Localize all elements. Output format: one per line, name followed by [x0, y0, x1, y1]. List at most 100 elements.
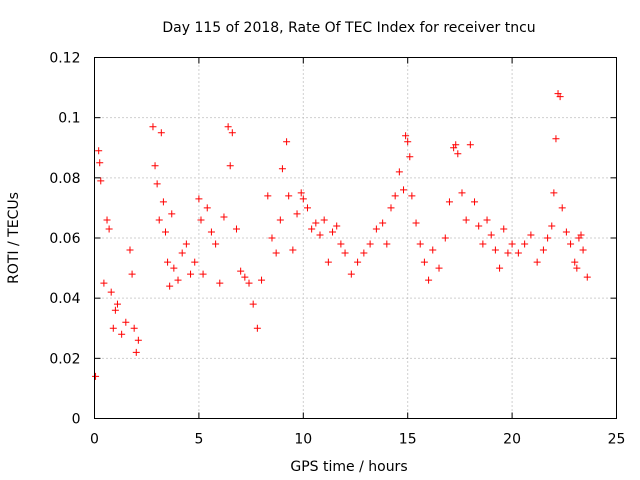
- y-tick-label: 0.02: [49, 351, 80, 367]
- data-point: [220, 213, 228, 221]
- grid-lines: [94, 57, 617, 419]
- data-point: [491, 246, 499, 254]
- data-point: [224, 123, 232, 131]
- data-point: [195, 195, 203, 203]
- data-point: [420, 258, 428, 266]
- data-point: [577, 231, 585, 239]
- data-point: [354, 258, 362, 266]
- data-point: [550, 189, 558, 197]
- data-point: [216, 279, 224, 287]
- data-point: [159, 198, 167, 206]
- data-point: [500, 225, 508, 233]
- data-point: [320, 216, 328, 224]
- data-point: [153, 180, 161, 188]
- data-point: [155, 216, 163, 224]
- data-point: [161, 228, 169, 236]
- data-point: [253, 324, 261, 332]
- data-point: [149, 123, 157, 131]
- data-point: [337, 240, 345, 248]
- x-tick-label: 0: [90, 432, 99, 448]
- data-point: [237, 267, 245, 275]
- data-point: [228, 129, 236, 137]
- data-point: [579, 246, 587, 254]
- data-point: [197, 216, 205, 224]
- data-point: [454, 150, 462, 158]
- data-point: [347, 270, 355, 278]
- data-point: [166, 282, 174, 290]
- data-point: [452, 141, 460, 149]
- data-point: [562, 228, 570, 236]
- data-point: [372, 225, 380, 233]
- data-point: [404, 138, 412, 146]
- data-point: [249, 300, 257, 308]
- data-point: [109, 324, 117, 332]
- data-point: [567, 240, 575, 248]
- data-point: [268, 234, 276, 242]
- data-point: [435, 264, 443, 272]
- data-point: [329, 228, 337, 236]
- data-point: [258, 276, 266, 284]
- data-point: [105, 225, 113, 233]
- data-point: [168, 210, 176, 218]
- data-point: [558, 204, 566, 212]
- data-point: [118, 330, 126, 338]
- y-axis-label: ROTI / TECUs: [6, 192, 22, 284]
- data-point: [276, 216, 284, 224]
- data-point: [316, 231, 324, 239]
- data-point: [157, 129, 165, 137]
- data-point: [122, 318, 130, 326]
- data-point: [471, 198, 479, 206]
- data-point: [134, 336, 142, 344]
- data-point: [479, 240, 487, 248]
- data-point: [425, 276, 433, 284]
- data-point: [174, 276, 182, 284]
- data-point: [96, 159, 104, 167]
- data-point: [132, 348, 140, 356]
- data-point: [130, 324, 138, 332]
- data-point: [151, 162, 159, 170]
- data-point: [514, 249, 522, 257]
- data-point: [303, 204, 311, 212]
- x-tick-label: 20: [503, 432, 521, 448]
- data-point: [366, 240, 374, 248]
- data-point: [191, 258, 199, 266]
- y-tick-label: 0.04: [49, 291, 80, 307]
- data-point: [408, 192, 416, 200]
- data-point: [539, 246, 547, 254]
- data-point: [573, 264, 581, 272]
- data-point: [178, 249, 186, 257]
- y-tick-label: 0: [72, 412, 81, 428]
- data-point: [113, 300, 121, 308]
- data-point: [103, 216, 111, 224]
- data-point: [289, 246, 297, 254]
- y-tick-label: 0.12: [49, 51, 80, 67]
- data-point: [226, 162, 234, 170]
- data-point: [387, 204, 395, 212]
- data-point: [462, 216, 470, 224]
- data-point: [360, 249, 368, 257]
- data-point: [458, 189, 466, 197]
- data-point: [487, 231, 495, 239]
- data-point: [100, 279, 108, 287]
- data-point: [466, 141, 474, 149]
- data-point: [283, 138, 291, 146]
- plot-frame: [94, 57, 617, 419]
- data-point: [341, 249, 349, 257]
- data-point: [571, 258, 579, 266]
- data-point: [521, 240, 529, 248]
- data-point: [583, 273, 591, 281]
- data-point: [107, 288, 115, 296]
- data-point: [544, 234, 552, 242]
- data-point: [508, 240, 516, 248]
- x-tick-label: 15: [399, 432, 417, 448]
- data-point: [527, 231, 535, 239]
- data-point: [182, 240, 190, 248]
- data-point: [324, 258, 332, 266]
- data-point: [126, 246, 134, 254]
- data-point: [379, 219, 387, 227]
- data-point: [483, 216, 491, 224]
- data-point: [441, 234, 449, 242]
- data-point: [272, 249, 280, 257]
